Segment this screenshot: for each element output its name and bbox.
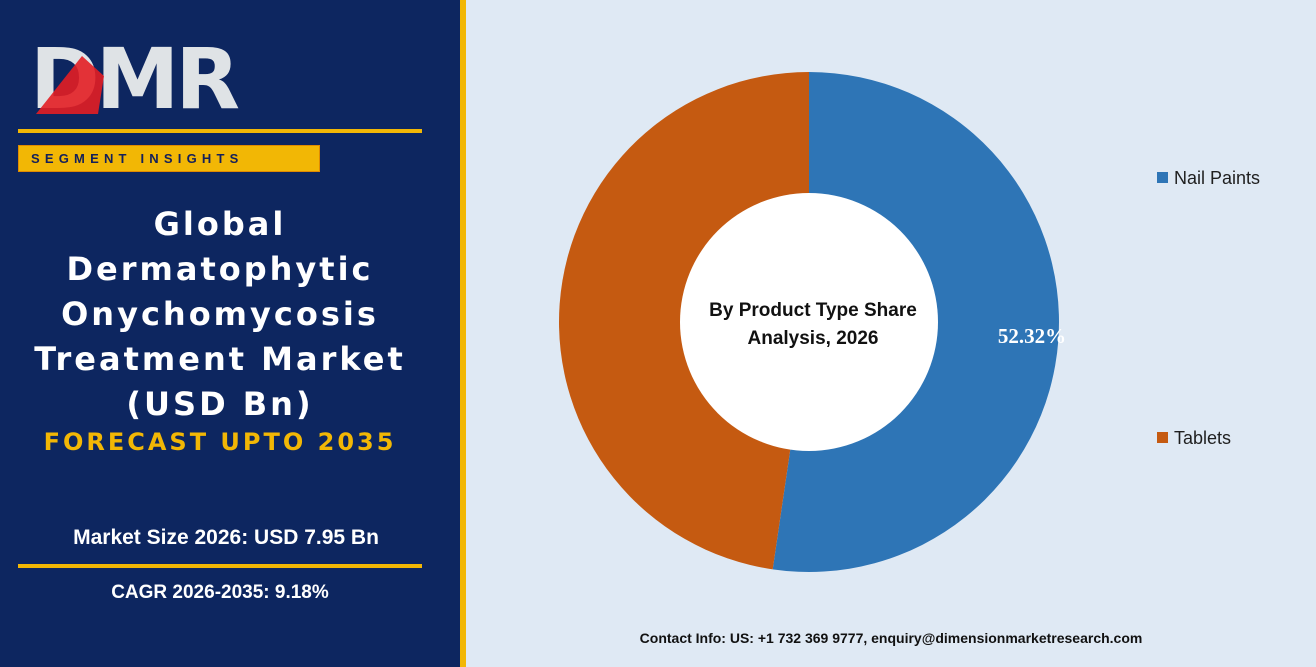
legend-label-tablets: Tablets bbox=[1174, 428, 1232, 448]
donut-hole bbox=[680, 193, 938, 451]
donut-chart: By Product Type Share Analysis, 2026 52.… bbox=[559, 72, 1066, 572]
logo-red-shape bbox=[36, 56, 104, 114]
dmr-logo: DMR bbox=[30, 36, 240, 116]
legend-swatch-tablets bbox=[1157, 432, 1168, 443]
chart-title-line-1: By Product Type Share bbox=[709, 300, 917, 321]
contact-info: Contact Info: US: +1 732 369 9777, enqui… bbox=[639, 630, 1143, 646]
market-size: Market Size 2026: USD 7.95 Bn bbox=[73, 526, 379, 549]
report-title: Global Dermatophytic Onychomycosis Treat… bbox=[34, 205, 406, 423]
gold-divider bbox=[460, 0, 466, 667]
gold-rule-top bbox=[18, 129, 422, 133]
segment-insights-badge: SEGMENT INSIGHTS bbox=[18, 145, 320, 172]
data-labels: 52.32% bbox=[998, 324, 1066, 348]
legend-swatch-nail-paints bbox=[1157, 172, 1168, 183]
legend-item-nail-paints[interactable]: Nail Paints bbox=[1157, 168, 1260, 188]
data-label-nail-paints: 52.32% bbox=[998, 324, 1066, 348]
cagr-value: CAGR 2026-2035: 9.18% bbox=[111, 582, 329, 603]
legend-label-nail-paints: Nail Paints bbox=[1174, 168, 1261, 188]
chart-title-line-2: Analysis, 2026 bbox=[748, 328, 879, 349]
forecast-label: FORECAST UPTO 2035 bbox=[43, 428, 397, 456]
gold-rule-bottom bbox=[18, 564, 422, 568]
legend-item-tablets[interactable]: Tablets bbox=[1157, 428, 1231, 448]
